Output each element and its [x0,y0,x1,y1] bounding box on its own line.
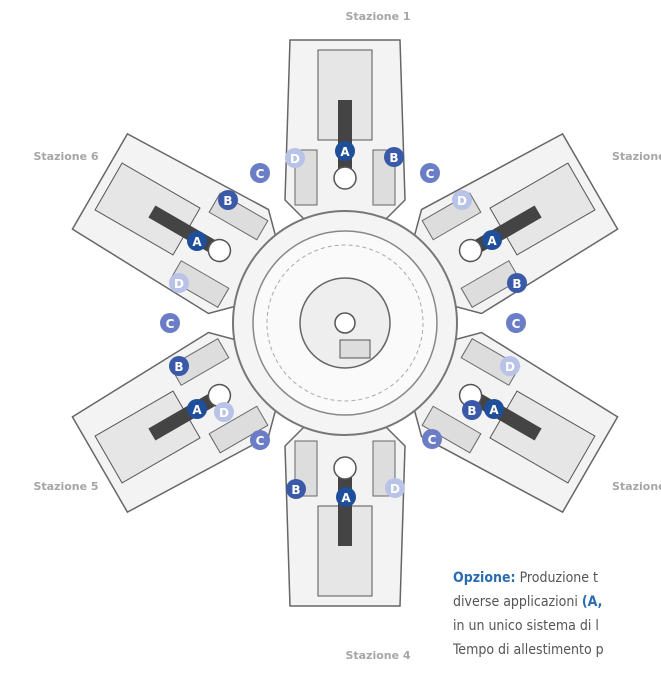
note-text: in un unico sistema di l [453,618,599,634]
note-line: diverse applicazioni (A, [453,590,661,614]
note-text: diverse applicazioni [453,594,578,610]
marker-label: C [512,317,521,331]
marker-label: D [174,277,184,291]
station-label: Stazione 1 [345,10,410,23]
marker-label: B [512,277,521,291]
station-arm [285,40,405,225]
marker-label: C [426,167,435,181]
page: Stazione 1 Stazione 6 Stazione Stazione 5 St… [0,0,661,679]
marker-label: A [340,145,350,159]
arm-head [334,457,356,479]
note-text: Produzione t [520,570,598,586]
marker-label: A [192,403,202,417]
station-label: Stazione 5 [33,480,98,493]
marker-label: D [457,194,467,208]
marker-label: B [223,194,232,208]
station-arm [285,421,405,606]
marker-label: C [256,167,265,181]
marker-label: D [390,482,400,496]
marker-label: A [489,403,499,417]
marker-label: A [192,235,202,249]
marker-label: B [389,151,398,165]
marker-label: B [467,404,476,418]
note-lead: Opzione: [453,570,516,586]
note-line: Opzione: Produzione t [453,566,661,590]
note-line: Tempo di allestimento p [453,638,661,662]
station-label: Stazione [612,480,661,493]
central-table [233,211,457,435]
marker-label: C [256,434,265,448]
marker-label: A [341,491,351,505]
marker-label: D [290,152,300,166]
marker-label: D [505,360,515,374]
note-text: Tempo di allestimento p [453,642,604,658]
marker-label: D [219,406,229,420]
marker-label: C [428,433,437,447]
marker-label: C [166,317,175,331]
arm-rod [338,476,352,546]
marker-label: A [487,234,497,248]
station-label: Stazione 6 [33,150,98,163]
station-label: Stazione [612,150,661,163]
marker-label: B [291,483,300,497]
arm-head [334,167,356,189]
station-label: Stazione 4 [345,649,410,662]
note-ref: (A, [582,594,603,610]
note-line: in un unico sistema di l [453,614,661,638]
marker-label: B [174,360,183,374]
